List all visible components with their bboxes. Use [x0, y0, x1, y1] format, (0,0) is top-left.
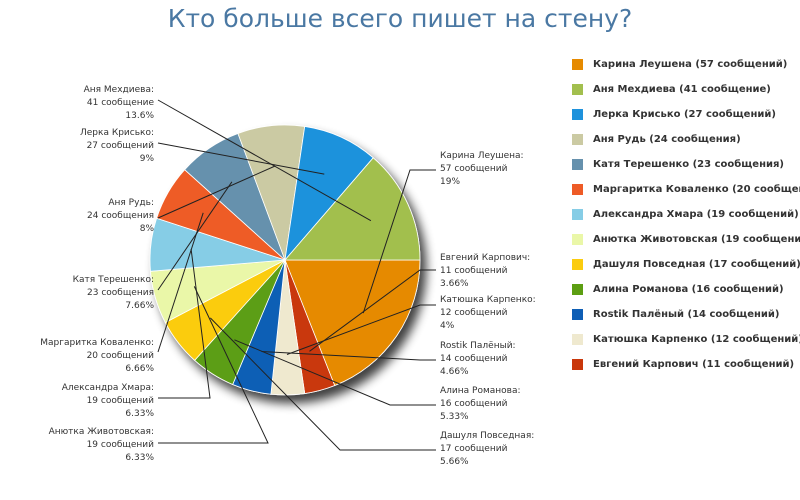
callout-leader-line [362, 169, 436, 314]
callout-name: Лерка Крисько: [80, 128, 154, 138]
callout-name: Аня Рудь: [108, 198, 154, 208]
callout-leader-line [158, 286, 269, 444]
callout-count: 12 сообщений [440, 308, 508, 318]
legend-label: Катюшка Карпенко (12 сообщений) [593, 334, 800, 345]
legend-label: Карина Леушена (57 сообщений) [593, 59, 788, 70]
callout-name: Александра Хмара: [62, 383, 154, 393]
callout-leader-line [286, 304, 436, 355]
callout-leader-line [157, 99, 372, 222]
legend-item[interactable]: Лерка Крисько (27 сообщений) [572, 102, 800, 127]
legend-item[interactable]: Евгений Карпович (11 сообщений) [572, 352, 800, 377]
pie-slice[interactable] [284, 157, 421, 261]
legend-item[interactable]: Rostik Палёный (14 сообщений) [572, 302, 800, 327]
legend-swatch [572, 59, 583, 70]
legend-item[interactable]: Катя Терешенко (23 сообщения) [572, 152, 800, 177]
legend-swatch [572, 84, 583, 95]
chart-title: Кто больше всего пишет на стену? [167, 4, 633, 33]
callout-leader-line [157, 212, 204, 353]
callout-name: Карина Леушена: [440, 151, 524, 161]
callout-name: Маргаритка Коваленко: [40, 338, 154, 348]
callout-name: Анютка Животовская: [49, 427, 154, 437]
callout-percent: 6.33% [125, 453, 154, 463]
legend-swatch [572, 259, 583, 270]
legend-item[interactable]: Аня Мехдиева (41 сообщение) [572, 77, 800, 102]
legend-label: Аня Мехдиева (41 сообщение) [593, 84, 771, 95]
callout-percent: 6.66% [125, 364, 154, 374]
callout-percent: 3.66% [440, 279, 469, 289]
pie-slices [149, 124, 421, 396]
legend-item[interactable]: Дашуля Повседная (17 сообщений) [572, 252, 800, 277]
legend-swatch [572, 209, 583, 220]
callout-name: Катя Терешенко: [73, 275, 154, 285]
legend-item[interactable]: Карина Леушена (57 сообщений) [572, 52, 800, 77]
legend-swatch [572, 359, 583, 370]
legend: Карина Леушена (57 сообщений) Аня Мехдиев… [572, 52, 800, 377]
callout-count: 57 сообщений [440, 164, 508, 174]
legend-swatch [572, 184, 583, 195]
callout-count: 19 сообщений [87, 396, 155, 406]
callout-leader-line [234, 339, 436, 406]
legend-label: Анютка Животовская (19 сообщений) [593, 234, 800, 245]
legend-swatch [572, 284, 583, 295]
legend-label: Rostik Палёный (14 сообщений) [593, 309, 780, 320]
callout-count: 19 сообщений [87, 440, 155, 450]
callout-name: Аня Мехдиева: [84, 85, 154, 95]
legend-label: Маргаритка Коваленко (20 сообщений) [593, 184, 800, 195]
callout-count: 17 сообщений [440, 444, 508, 454]
callout-percent: 13.6% [125, 111, 154, 121]
callout-percent: 8% [140, 224, 155, 234]
callout-percent: 7.66% [125, 301, 154, 311]
legend-item[interactable]: Алина Романова (16 сообщений) [572, 277, 800, 302]
callout-percent: 6.33% [125, 409, 154, 419]
legend-label: Дашуля Повседная (17 сообщений) [593, 259, 800, 270]
callout-count: 11 сообщений [440, 266, 508, 276]
legend-label: Катя Терешенко (23 сообщения) [593, 159, 784, 170]
callout-name: Евгений Карпович: [440, 253, 530, 263]
callout-leader-line [157, 181, 233, 291]
legend-swatch [572, 309, 583, 320]
callout-leader-line [209, 317, 436, 451]
legend-item[interactable]: Аня Рудь (24 сообщения) [572, 127, 800, 152]
callout-name: Алина Романова: [440, 386, 521, 396]
legend-swatch [572, 109, 583, 120]
callout-leader-line [157, 165, 276, 219]
callout-count: 20 сообщений [87, 351, 155, 361]
legend-swatch [572, 159, 583, 170]
callout-count: 14 сообщений [440, 354, 508, 364]
legend-item[interactable]: Маргаритка Коваленко (20 сообщений) [572, 177, 800, 202]
callout-leader-line [261, 351, 436, 361]
legend-swatch [572, 334, 583, 345]
pie-callouts: Карина Леушена: 57 сообщений 19% Евгений Ка… [40, 85, 535, 467]
legend-label: Лерка Крисько (27 сообщений) [593, 109, 776, 120]
callout-percent: 4% [440, 321, 455, 331]
legend-item[interactable]: Александра Хмара (19 сообщений) [572, 202, 800, 227]
callout-count: 24 сообщения [87, 211, 154, 221]
callout-leader-line [158, 249, 211, 399]
legend-label: Алина Романова (16 сообщений) [593, 284, 784, 295]
callout-leader-line [309, 269, 436, 352]
callout-percent: 9% [140, 154, 155, 164]
callout-leader-line [157, 142, 325, 175]
callout-name: Rostik Палёный: [440, 341, 516, 351]
legend-label: Аня Рудь (24 сообщения) [593, 134, 741, 145]
legend-swatch [572, 134, 583, 145]
callout-percent: 5.33% [440, 412, 469, 422]
callout-count: 27 сообщений [87, 141, 155, 151]
legend-item[interactable]: Катюшка Карпенко (12 сообщений) [572, 327, 800, 352]
callout-name: Дашуля Повседная: [440, 431, 534, 441]
legend-swatch [572, 234, 583, 245]
callout-percent: 19% [440, 177, 460, 187]
callout-name: Катюшка Карпенко: [440, 295, 536, 305]
callout-percent: 5.66% [440, 457, 469, 467]
callout-percent: 4.66% [440, 367, 469, 377]
callout-count: 23 сообщения [87, 288, 154, 298]
callout-count: 41 сообщение [87, 98, 155, 108]
pie-slice[interactable] [284, 259, 421, 387]
legend-item[interactable]: Анютка Животовская (19 сообщений) [572, 227, 800, 252]
legend-label: Евгений Карпович (11 сообщений) [593, 359, 795, 370]
legend-label: Александра Хмара (19 сообщений) [593, 209, 799, 220]
callout-count: 16 сообщений [440, 399, 508, 409]
